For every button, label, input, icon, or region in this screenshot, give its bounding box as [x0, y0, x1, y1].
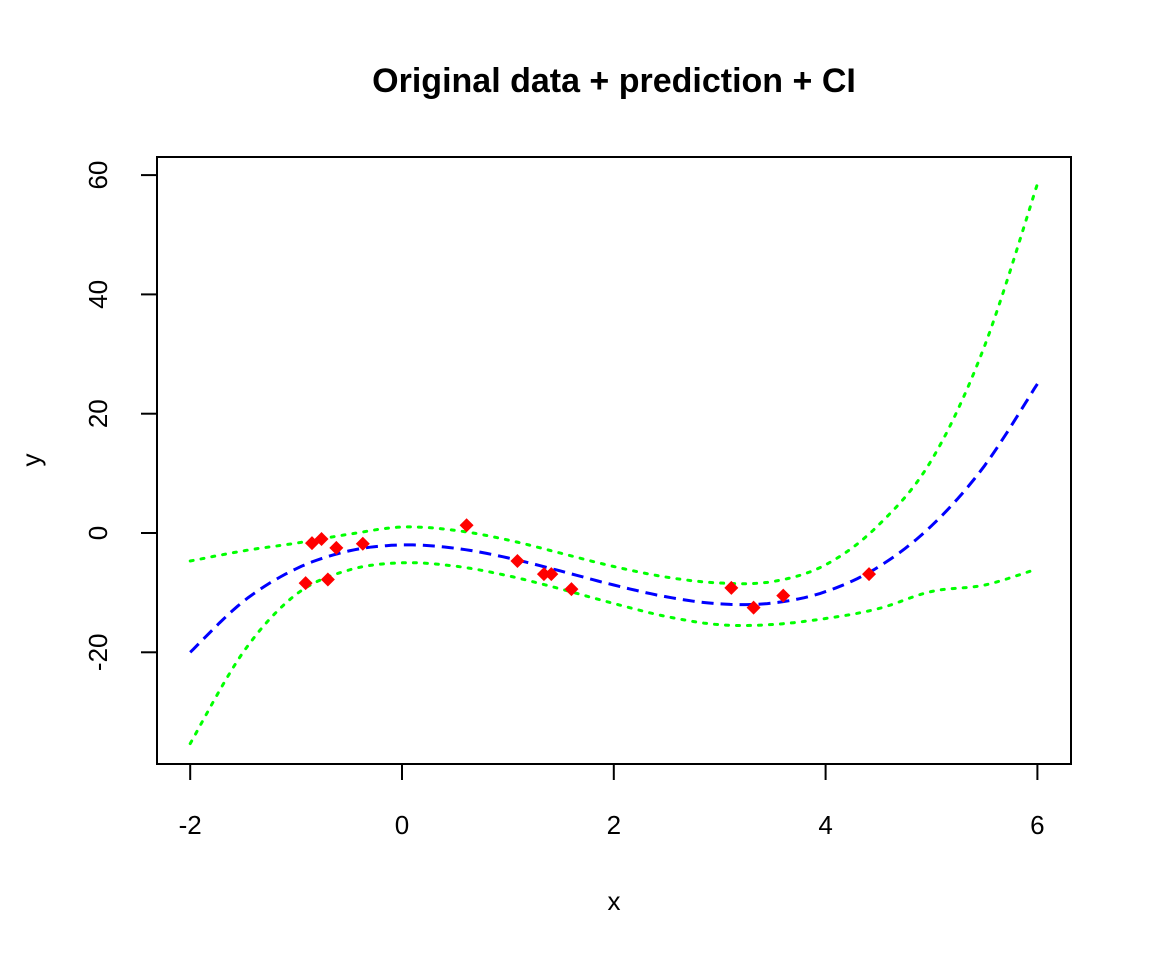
prediction-line: [189, 383, 1039, 654]
y-axis: -20 0 20 40 60: [83, 161, 158, 672]
data-point: [320, 572, 335, 587]
data-point: [746, 600, 761, 615]
y-tick-label: 20: [83, 399, 113, 428]
data-point: [564, 582, 579, 597]
curves: [188, 182, 1039, 746]
y-tick-label: 0: [83, 526, 113, 540]
data-point: [298, 576, 313, 591]
x-tick-label: 4: [818, 810, 832, 840]
y-tick-label: 40: [83, 280, 113, 309]
data-point: [862, 567, 877, 582]
x-tick-label: 2: [607, 810, 621, 840]
x-tick-label: -2: [179, 810, 202, 840]
data-point: [724, 580, 739, 595]
data-point: [544, 567, 559, 582]
data-point: [314, 531, 329, 546]
data-point: [355, 536, 370, 551]
x-axis: -2 0 2 4 6: [179, 763, 1045, 840]
data-point: [776, 588, 791, 603]
data-point: [329, 540, 344, 555]
data-point: [536, 567, 551, 582]
data-point: [459, 518, 474, 533]
ci-upper-line: [188, 182, 1039, 586]
plot-frame: [156, 156, 1072, 765]
x-tick-label: 0: [395, 810, 409, 840]
y-axis-label: y: [16, 454, 46, 467]
y-tick-label: -20: [83, 634, 113, 672]
data-points: [298, 518, 877, 615]
chart-title: Original data + prediction + CI: [372, 62, 856, 100]
data-point: [510, 554, 525, 569]
ci-lower-line: [188, 561, 1039, 746]
x-axis-label: x: [608, 886, 621, 916]
y-tick-label: 60: [83, 161, 113, 190]
x-tick-label: 6: [1030, 810, 1044, 840]
